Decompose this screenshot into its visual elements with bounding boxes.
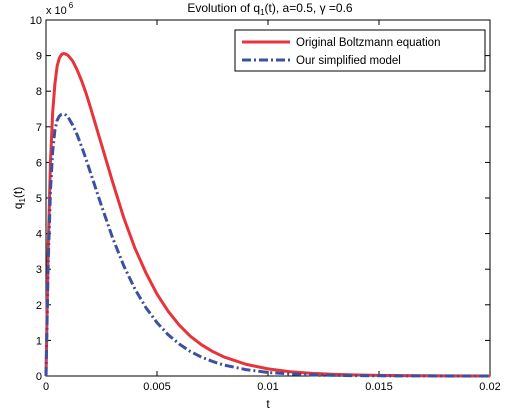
x-tick-label: 0.01 xyxy=(257,381,278,393)
y-tick-label: 9 xyxy=(36,51,42,63)
chart-title-main: Evolution of q xyxy=(187,1,260,15)
legend-entry-original: Original Boltzmann equation xyxy=(296,37,440,49)
y-scale-multiplier: x 10 6 xyxy=(46,1,74,17)
series-line-original-boltzmann xyxy=(44,51,491,378)
y-tick-label: 7 xyxy=(36,122,42,134)
y-scale-label: x 10 xyxy=(46,5,67,17)
series-line-simplified-model xyxy=(44,112,491,378)
chart-title-subscript: 1 xyxy=(260,8,265,17)
y-axis-label-main: q xyxy=(11,203,25,210)
legend-box xyxy=(234,29,486,72)
y-tick-label: 3 xyxy=(36,264,42,276)
y-tick-label: 2 xyxy=(36,300,42,312)
axis-ticks: 0 0.005 0.01 0.015 0.02 0 1 2 3 4 5 6 7 8 9 10 xyxy=(30,15,501,393)
series-layer xyxy=(44,51,491,378)
x-tick-label: 0.005 xyxy=(143,381,171,393)
y-scale-exponent: 6 xyxy=(69,1,74,10)
legend: Original Boltzmann equation Our simplifi… xyxy=(234,29,486,72)
y-tick-label: 0 xyxy=(36,371,42,383)
y-tick-label: 5 xyxy=(36,193,42,205)
x-tick-label: 0.015 xyxy=(365,381,393,393)
x-tick-label: 0.02 xyxy=(479,381,500,393)
y-tick-label: 4 xyxy=(36,229,42,241)
legend-entry-simplified: Our simplified model xyxy=(296,55,401,67)
x-axis-label: t xyxy=(266,397,270,411)
y-axis-label-subscript: 1 xyxy=(18,198,27,203)
y-tick-label: 6 xyxy=(36,157,42,169)
chart-title: Evolution of q1(t), a=0.5, γ =0.6 xyxy=(187,1,353,17)
x-tick-label: 0 xyxy=(43,381,49,393)
y-axis-label: q1(t) xyxy=(11,187,27,209)
plot-area-frame xyxy=(45,19,491,377)
chart-title-tail: (t), a=0.5, γ =0.6 xyxy=(265,1,353,15)
y-tick-label: 10 xyxy=(30,15,42,27)
y-tick-label: 8 xyxy=(36,86,42,98)
y-tick-label: 1 xyxy=(36,335,42,347)
y-axis-label-tail: (t) xyxy=(11,187,25,198)
